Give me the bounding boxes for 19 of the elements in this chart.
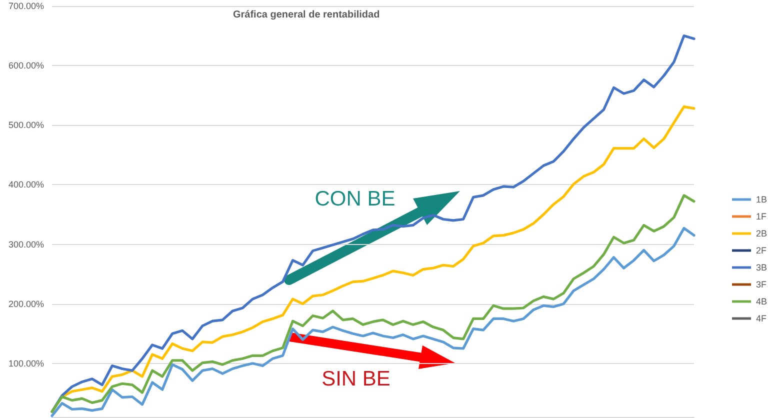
y-tick-label: 500.00% — [8, 120, 44, 130]
legend-label: 4F — [756, 314, 768, 324]
annotation: CON BE — [314, 188, 396, 210]
chart-title: Gráfica general de rentabilidad — [233, 10, 380, 20]
legend-label: 4B — [756, 296, 768, 306]
y-tick-label: 200.00% — [8, 298, 44, 309]
y-tick-label: 400.00% — [8, 180, 44, 190]
legend-label: 1B — [756, 194, 768, 204]
line-series — [50, 226, 696, 418]
legend-label: 3F — [756, 280, 768, 290]
legend-label: 2B — [756, 228, 768, 238]
y-tick-label: 600.00% — [8, 60, 44, 71]
y-tick-label: 700.00% — [8, 1, 44, 11]
y-tick-label: 300.00% — [8, 239, 44, 250]
legend-label: 2F — [756, 246, 768, 256]
y-tick-label: 100.00% — [8, 358, 44, 368]
legend-label: 1F — [756, 212, 768, 222]
legend-label: 3B — [756, 262, 768, 272]
annotation: SIN BE — [322, 368, 390, 390]
